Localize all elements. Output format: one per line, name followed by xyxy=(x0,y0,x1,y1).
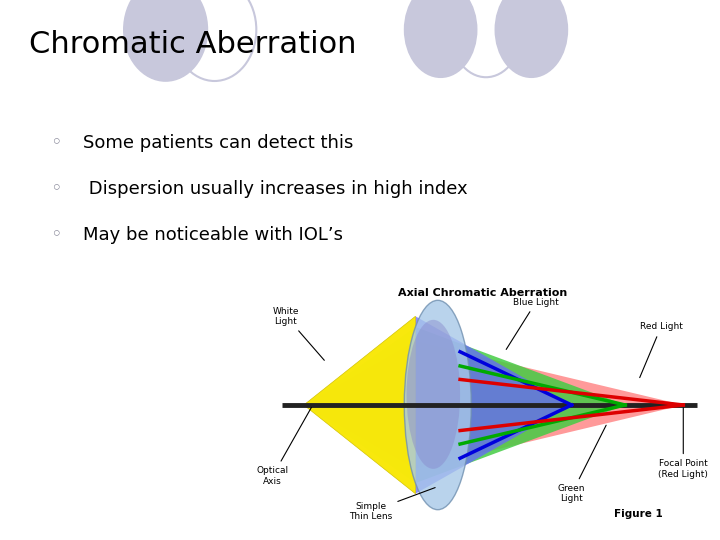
Text: Figure 1: Figure 1 xyxy=(614,509,663,518)
Ellipse shape xyxy=(124,0,207,81)
Ellipse shape xyxy=(405,0,477,77)
Ellipse shape xyxy=(407,320,460,469)
Text: ◦: ◦ xyxy=(50,179,62,199)
Text: Red Light: Red Light xyxy=(639,322,683,377)
Polygon shape xyxy=(304,316,572,494)
Text: Dispersion usually increases in high index: Dispersion usually increases in high ind… xyxy=(83,180,467,198)
Text: Simple
Thin Lens: Simple Thin Lens xyxy=(349,488,435,521)
Text: Blue Light: Blue Light xyxy=(506,298,559,349)
Polygon shape xyxy=(304,341,683,469)
Text: Focal Point
(Red Light): Focal Point (Red Light) xyxy=(658,408,708,478)
Polygon shape xyxy=(304,327,625,483)
Text: May be noticeable with IOL’s: May be noticeable with IOL’s xyxy=(83,226,343,244)
Text: Optical
Axis: Optical Axis xyxy=(256,407,311,485)
Polygon shape xyxy=(304,316,415,494)
Text: White
Light: White Light xyxy=(273,307,324,360)
Text: Some patients can detect this: Some patients can detect this xyxy=(83,134,354,152)
Text: Chromatic Aberration: Chromatic Aberration xyxy=(29,30,356,59)
Text: ◦: ◦ xyxy=(50,133,62,153)
Ellipse shape xyxy=(405,300,472,510)
Text: Axial Chromatic Aberration: Axial Chromatic Aberration xyxy=(397,288,567,298)
Text: ◦: ◦ xyxy=(50,225,62,245)
Text: Green
Light: Green Light xyxy=(558,425,606,503)
Ellipse shape xyxy=(495,0,567,77)
